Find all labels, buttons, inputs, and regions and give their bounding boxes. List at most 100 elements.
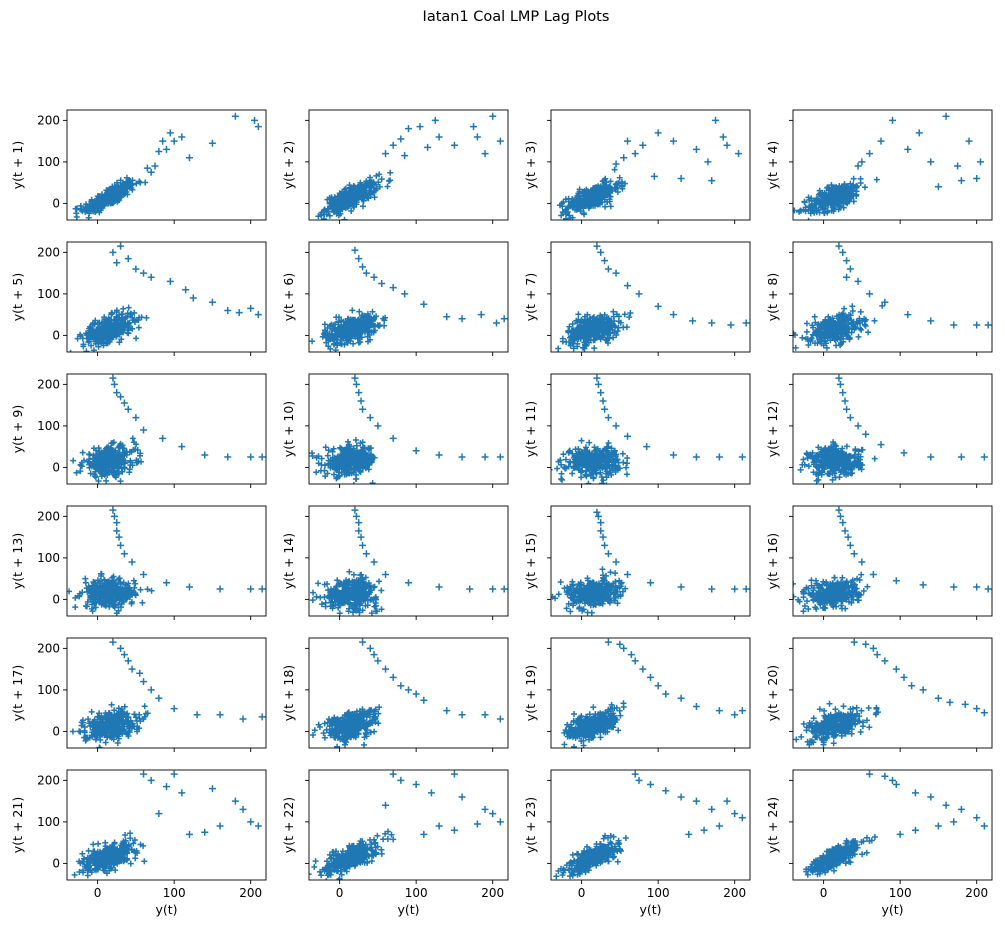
scatter-point — [496, 453, 504, 461]
scatter-point — [624, 282, 632, 290]
scatter-point — [639, 665, 647, 673]
scatter-cloud — [310, 704, 383, 748]
scatter-point — [942, 112, 950, 120]
scatter-point — [911, 826, 919, 834]
scatter-point — [624, 137, 632, 145]
scatter-cloud — [797, 439, 878, 484]
scatter-point — [470, 123, 478, 131]
scatter-point — [132, 265, 140, 273]
scatter-point — [715, 822, 723, 830]
scatter-point — [435, 583, 443, 591]
scatter-point — [374, 657, 382, 665]
scatter-point — [735, 150, 743, 158]
scatter-point — [397, 682, 405, 690]
axes-frame — [308, 109, 509, 221]
scatter-point — [873, 651, 881, 659]
scatter-point — [382, 801, 390, 809]
y-axis-label: y(t + 18) — [281, 665, 296, 721]
scatter-point — [193, 711, 201, 719]
scatter-point — [708, 585, 716, 593]
scatter-cloud — [69, 701, 151, 748]
scatter-point — [954, 162, 962, 170]
scatter-point — [458, 453, 466, 461]
scatter-point — [934, 694, 942, 702]
y-axis-label: y(t + 7) — [523, 273, 538, 321]
y-axis-label: y(t + 4) — [765, 141, 780, 189]
axes-frame — [792, 505, 993, 617]
scatter-point — [117, 541, 125, 549]
scatter-point — [405, 579, 412, 587]
scatter-point — [738, 814, 746, 822]
scatter-point — [973, 705, 981, 713]
x-tick-label: 200 — [723, 886, 746, 900]
scatter-point — [120, 399, 128, 407]
scatter-point — [708, 805, 716, 813]
scatter-point — [351, 374, 359, 382]
scatter-point — [357, 397, 365, 405]
scatter-point — [140, 269, 148, 277]
scatter-point — [401, 290, 409, 298]
scatter-point — [835, 374, 843, 382]
scatter-point — [647, 673, 654, 681]
scatter-point — [612, 269, 620, 277]
scatter-point — [900, 673, 908, 681]
scatter-point — [850, 638, 858, 646]
y-tick-label: 100 — [37, 419, 60, 433]
scatter-point — [185, 583, 193, 591]
y-axis-label: y(t + 24) — [765, 797, 780, 853]
axes-frame — [66, 241, 267, 353]
scatter-point — [355, 519, 363, 527]
scatter-points — [67, 506, 266, 616]
scatter-point — [458, 793, 466, 801]
axes-frame — [66, 637, 267, 749]
axes-frame — [792, 637, 993, 749]
scatter-point — [669, 311, 677, 319]
scatter-points — [551, 374, 746, 484]
scatter-point — [631, 657, 639, 665]
scatter-points — [309, 506, 508, 616]
scatter-point — [351, 246, 359, 254]
scatter-point — [352, 380, 360, 388]
scatter-point — [904, 311, 912, 319]
scatter-point — [231, 112, 239, 120]
scatter-point — [185, 830, 193, 838]
x-tick-label: 200 — [965, 886, 988, 900]
scatter-point — [620, 644, 628, 652]
y-axis-label: y(t + 21) — [10, 797, 25, 853]
scatter-point — [677, 793, 685, 801]
scatter-point — [254, 123, 262, 131]
scatter-point — [839, 389, 847, 397]
scatter-point — [366, 414, 374, 422]
scatter-point — [731, 585, 739, 593]
scatter-point — [647, 579, 654, 587]
scatter-point — [163, 579, 170, 587]
axes-frame — [792, 373, 993, 485]
axes-frame — [550, 637, 751, 749]
scatter-points — [557, 116, 743, 220]
scatter-point — [712, 116, 720, 124]
scatter-point — [669, 137, 677, 145]
scatter-point — [163, 145, 170, 153]
scatter-point — [742, 319, 750, 327]
scatter-cloud — [67, 570, 155, 616]
scatter-point — [450, 141, 458, 149]
scatter-points — [793, 112, 985, 220]
scatter-point — [247, 585, 255, 593]
scatter-point — [643, 443, 651, 451]
scatter-cloud — [793, 700, 881, 748]
scatter-point — [458, 711, 466, 719]
scatter-point — [359, 541, 367, 549]
scatter-point — [727, 321, 735, 329]
scatter-points — [67, 242, 262, 352]
scatter-point — [624, 432, 632, 440]
scatter-point — [836, 380, 844, 388]
scatter-point — [208, 785, 216, 793]
subplot-lag-21: 0 100 200 0 100 200 y(t + 21) y(t) — [10, 769, 267, 917]
scatter-point — [599, 533, 607, 541]
scatter-point — [854, 422, 862, 430]
scatter-point — [113, 259, 121, 267]
scatter-point — [850, 550, 858, 558]
scatter-cloud — [309, 307, 389, 352]
scatter-point — [132, 414, 140, 422]
